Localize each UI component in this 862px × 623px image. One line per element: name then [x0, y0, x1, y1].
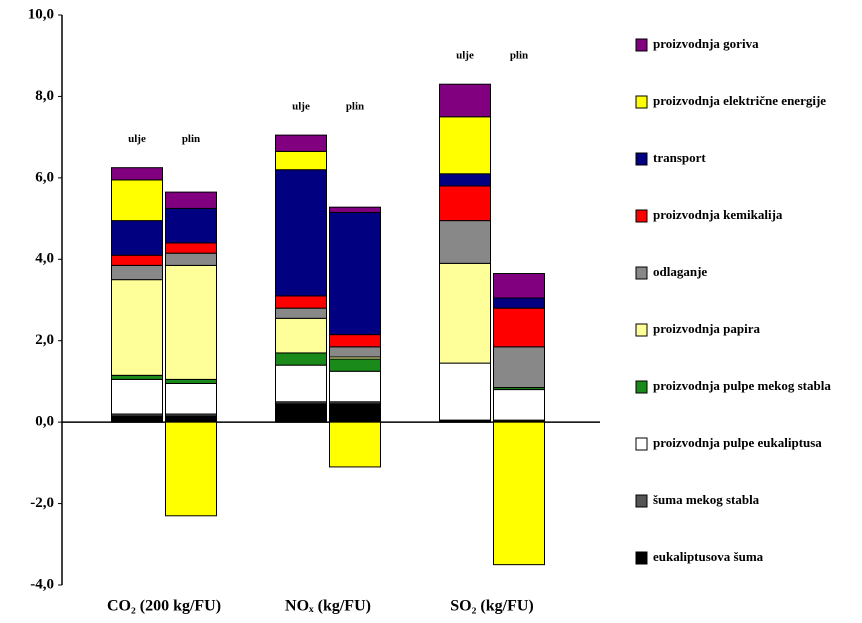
- bar-segment: [329, 346, 381, 358]
- bar-label: ulje: [128, 133, 146, 145]
- legend-label: proizvodnja pulpe mekog stabla: [653, 378, 831, 393]
- bar-segment: [111, 220, 163, 256]
- bar-segment: [111, 167, 163, 181]
- bar-segment: [329, 421, 381, 468]
- x-group-label: CO₂ (200 kg/FU): [107, 598, 221, 615]
- legend-label: proizvodnja električne energije: [653, 93, 826, 108]
- y-tick-label: 2,0: [35, 332, 54, 348]
- bar-label: plin: [182, 133, 200, 145]
- y-tick-label: 10,0: [28, 6, 54, 22]
- legend-label: proizvodnja kemikalija: [653, 207, 783, 222]
- legend-swatch: [635, 323, 648, 337]
- legend-label: proizvodnja pulpe eukaliptusa: [653, 435, 822, 450]
- bar-segment: [275, 317, 327, 354]
- legend-label: eukaliptusova šuma: [653, 549, 764, 564]
- legend-swatch: [635, 209, 648, 223]
- bar-segment: [275, 169, 327, 297]
- bar-segment: [165, 421, 217, 517]
- bar-segment: [275, 403, 327, 423]
- bar-label: plin: [510, 50, 528, 62]
- bar-segment: [329, 358, 381, 372]
- bar-segment: [111, 279, 163, 376]
- y-tick-label: 0,0: [35, 414, 54, 430]
- bar-segment: [165, 378, 217, 384]
- legend-swatch: [635, 266, 648, 280]
- bar-segment: [493, 421, 545, 566]
- bar-segment: [439, 83, 491, 118]
- bar-label: plin: [346, 101, 364, 113]
- bar-segment: [165, 264, 217, 380]
- bar-segment: [165, 191, 217, 209]
- legend-swatch: [635, 38, 648, 52]
- y-tick-label: -4,0: [30, 576, 54, 592]
- bar-segment: [165, 382, 217, 415]
- bar-segment: [275, 352, 327, 366]
- bar-segment: [493, 389, 545, 421]
- bar-segment: [111, 264, 163, 281]
- legend-swatch: [635, 152, 648, 166]
- bar-label: ulje: [292, 101, 310, 113]
- bar-segment: [439, 173, 491, 187]
- legend-swatch: [635, 551, 648, 565]
- bar-segment: [493, 273, 545, 299]
- legend-swatch: [635, 437, 648, 451]
- legend-swatch: [635, 380, 648, 394]
- legend-swatch: [635, 494, 648, 508]
- bar-segment: [275, 295, 327, 309]
- bar-segment: [439, 362, 491, 421]
- bar-segment: [329, 206, 381, 213]
- y-tick-label: -2,0: [30, 495, 54, 511]
- bar-segment: [275, 364, 327, 403]
- y-tick-label: 6,0: [35, 169, 54, 185]
- bar-segment: [329, 370, 381, 403]
- bar-segment: [439, 116, 491, 175]
- legend-label: odlaganje: [653, 264, 707, 279]
- legend-swatch: [635, 95, 648, 109]
- legend-label: proizvodnja goriva: [653, 36, 759, 51]
- legend-label: transport: [653, 150, 706, 165]
- bar-segment: [439, 262, 491, 364]
- bar-segment: [111, 415, 163, 423]
- bar-segment: [165, 207, 217, 244]
- bar-segment: [439, 185, 491, 222]
- bar-segment: [493, 297, 545, 309]
- y-tick-label: 8,0: [35, 88, 54, 104]
- bar-segment: [329, 211, 381, 336]
- bar-segment: [165, 415, 217, 423]
- x-group-label: NOₓ (kg/FU): [285, 598, 371, 615]
- bar-segment: [275, 150, 327, 171]
- bar-segment: [493, 346, 545, 389]
- bar-segment: [275, 307, 327, 319]
- bar-segment: [111, 254, 163, 266]
- bar-label: ulje: [456, 50, 474, 62]
- bar-segment: [493, 307, 545, 348]
- bar-segment: [111, 179, 163, 222]
- legend-label: proizvodnja papira: [653, 321, 761, 336]
- bar-segment: [329, 334, 381, 348]
- x-group-label: SO₂ (kg/FU): [450, 598, 533, 615]
- bar-segment: [111, 378, 163, 415]
- bar-segment: [439, 220, 491, 264]
- bar-segment: [165, 242, 217, 254]
- bar-segment: [275, 134, 327, 152]
- bar-segment: [165, 252, 217, 266]
- bar-segment: [329, 403, 381, 423]
- bar-segment: [111, 374, 163, 380]
- y-tick-label: 4,0: [35, 251, 54, 267]
- legend-label: šuma mekog stabla: [653, 492, 760, 507]
